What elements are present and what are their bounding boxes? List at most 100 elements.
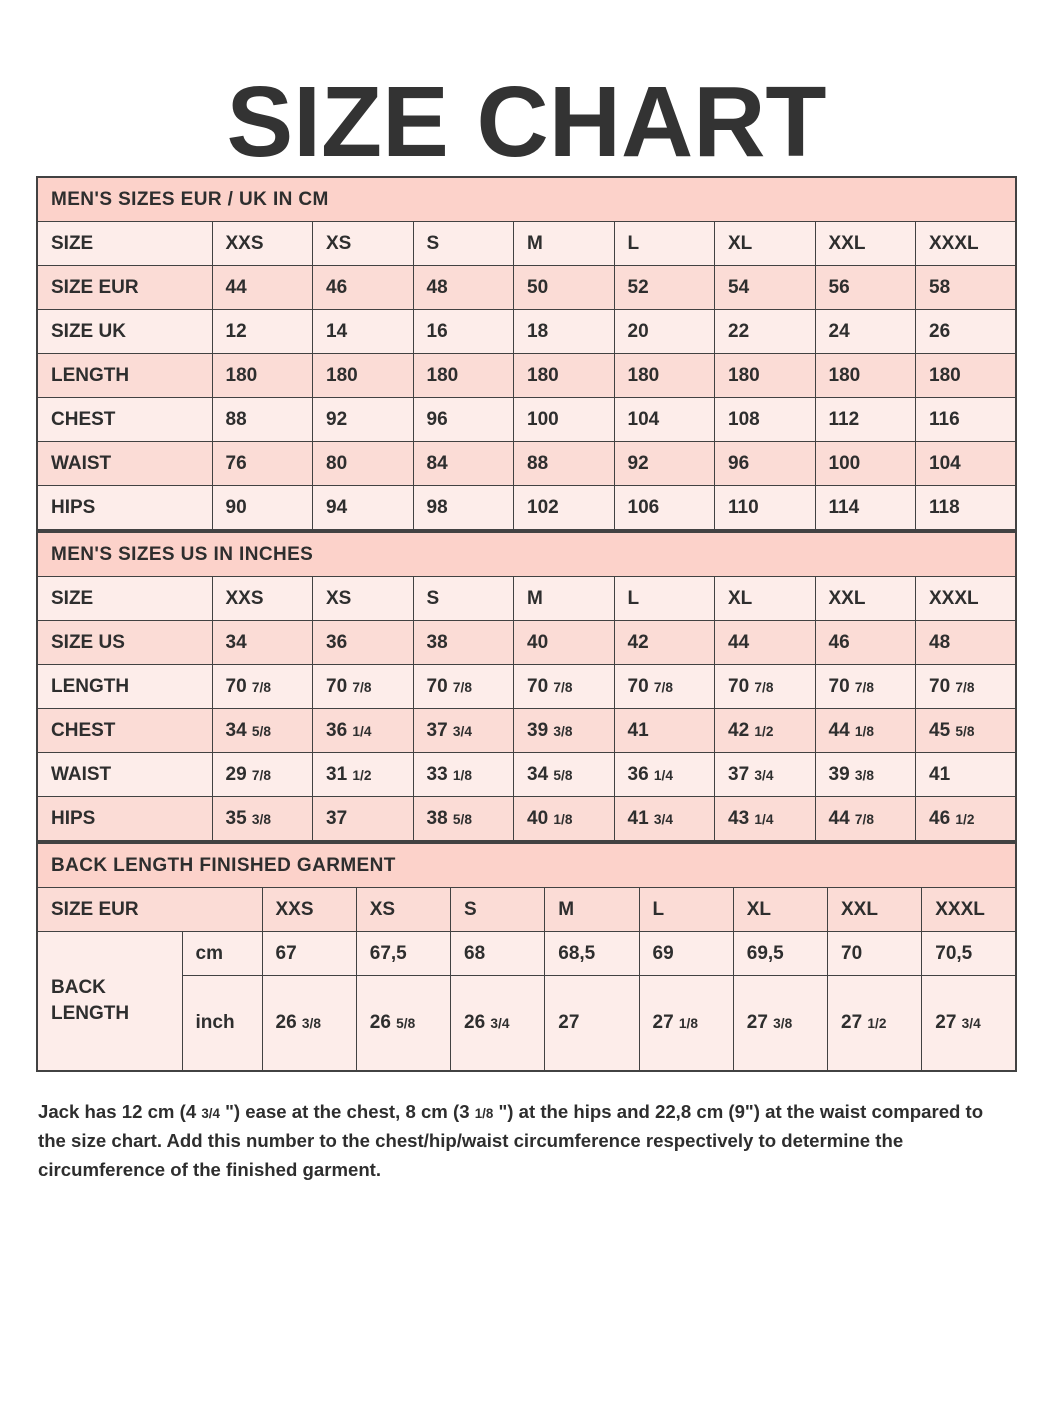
row-label-cell: CHEST [36,397,213,442]
value-cell: 112 [814,397,916,442]
value-cell: L [613,221,715,266]
row-label-cell: SIZE US [36,620,213,665]
table-row: SIZE XXS XS S M L XL XXL XXXL [36,576,1017,621]
row-label-cell: CHEST [36,708,213,753]
fraction: 3/8 [854,767,874,783]
table-title-row: MEN'S SIZES US IN INCHES [36,531,1017,577]
value-cell: 58 [915,265,1017,310]
value-cell: 40 [513,620,615,665]
table-body: SIZE XXS XS S M L XL XXL XXXL SIZE US 34 36 38 40 42 44… [36,576,1017,842]
row-label-cell: SIZE [36,576,213,621]
table-row: WAIST 29 7/8 31 1/2 33 1/8 34 5/8 36 1/4 37 3/… [36,752,1017,797]
size-cell: XXL [826,887,923,932]
back-length-label-cell: BACK LENGTH [36,931,183,1072]
fraction: 3/8 [773,1016,793,1031]
value-cell: 44 1/8 [814,708,916,753]
value-cell: 180 [513,353,615,398]
inch-row: inch 26 3/8 26 5/8 26 3/4 27 27 1/8 27 3/8 27 1… [37,975,1017,1072]
value-cell: 180 [312,353,414,398]
value-cell: 180 [814,353,916,398]
table-row: SIZE XXS XS S M L XL XXL XXXL [36,221,1017,266]
value-cell: XXL [814,221,916,266]
value-cell: 108 [714,397,816,442]
fraction: 1/2 [352,767,372,783]
value-cell: 88 [513,441,615,486]
table-row: HIPS 35 3/8 37 38 5/8 40 1/8 41 3/4 43 1/4 44 7… [36,796,1017,842]
value-cell: 48 [915,620,1017,665]
fraction: 7/8 [854,679,874,695]
value-cell: 102 [513,485,615,531]
value-cell: 42 1/2 [714,708,816,753]
value-cell: 48 [412,265,514,310]
value-cell: 27 1/8 [638,975,734,1072]
value-cell: 90 [211,485,313,531]
table-title-row: BACK LENGTH FINISHED GARMENT [36,842,1017,888]
fraction: 3/4 [754,767,774,783]
size-header-row: SIZE EUR XXS XS S M L XL XXL XXXL [36,887,1017,932]
row-label-cell: WAIST [36,752,213,797]
value-cell: 92 [613,441,715,486]
value-cell: 33 1/8 [412,752,514,797]
value-cell: 31 1/2 [312,752,414,797]
value-cell: 44 [211,265,313,310]
value-cell: 76 [211,441,313,486]
value-cell: 26 [915,309,1017,354]
fraction: 7/8 [452,679,472,695]
fraction: 5/8 [452,811,472,827]
value-cell: 92 [312,397,414,442]
table-row: LENGTH 180 180 180 180 180 180 180 180 [36,353,1017,398]
row-label-cell: SIZE EUR [36,265,213,310]
value-cell: 41 [613,708,715,753]
fraction: 3/4 [201,1106,220,1121]
table-body: SIZE XXS XS S M L XL XXL XXXL SIZE EUR 44 46 48 50 52 5… [36,221,1017,531]
value-cell: 22 [714,309,816,354]
value-cell: 44 7/8 [814,796,916,842]
value-cell: 34 5/8 [513,752,615,797]
value-cell: 106 [613,485,715,531]
value-cell: 46 1/2 [915,796,1017,842]
row-label-cell: SIZE EUR [36,887,263,932]
value-cell: 68,5 [544,931,640,976]
value-cell: XXL [814,576,916,621]
page-title: SIZE CHART [226,66,827,178]
fraction: 5/8 [553,767,573,783]
footer-note: Jack has 12 cm (4 3/4 ") ease at the che… [38,1101,984,1180]
fraction: 3/8 [301,1016,321,1031]
fraction: 7/8 [955,679,975,695]
fraction: 1/4 [653,767,673,783]
fraction: 5/8 [955,723,975,739]
value-cell: 69,5 [732,931,829,976]
value-cell: XS [312,576,414,621]
value-cell: XL [714,576,816,621]
row-label-cell: HIPS [36,485,213,531]
value-cell: 36 1/4 [613,752,715,797]
value-cell: 50 [513,265,615,310]
value-cell: 42 [613,620,715,665]
value-cell: 69 [638,931,734,976]
value-cell: 118 [915,485,1017,531]
value-cell: 56 [814,265,916,310]
fraction: 1/2 [955,811,975,827]
fraction: 7/8 [553,679,573,695]
value-cell: XXS [211,221,313,266]
table-row: CHEST 88 92 96 100 104 108 112 116 [36,397,1017,442]
value-cell: 180 [613,353,715,398]
value-cell: 18 [513,309,615,354]
size-cell: S [449,887,546,932]
value-cell: 37 3/4 [412,708,514,753]
fraction: 3/8 [251,811,271,827]
value-cell: 70 7/8 [312,664,414,709]
unit-cell: cm [181,931,263,976]
value-cell: M [513,221,615,266]
fraction: 1/8 [854,723,874,739]
fraction: 1/4 [352,723,372,739]
value-cell: 68 [449,931,546,976]
fraction: 7/8 [754,679,774,695]
unit-cell: inch [181,975,263,1072]
cm-row: BACK LENGTH cm 67 67,5 68 68,5 69 69,5 70 70,5 [36,931,1017,1072]
fraction: 5/8 [396,1016,416,1031]
row-label-cell: LENGTH [36,664,213,709]
value-cell: 67,5 [355,931,452,976]
value-cell: 70 [826,931,923,976]
value-cell: 180 [412,353,514,398]
